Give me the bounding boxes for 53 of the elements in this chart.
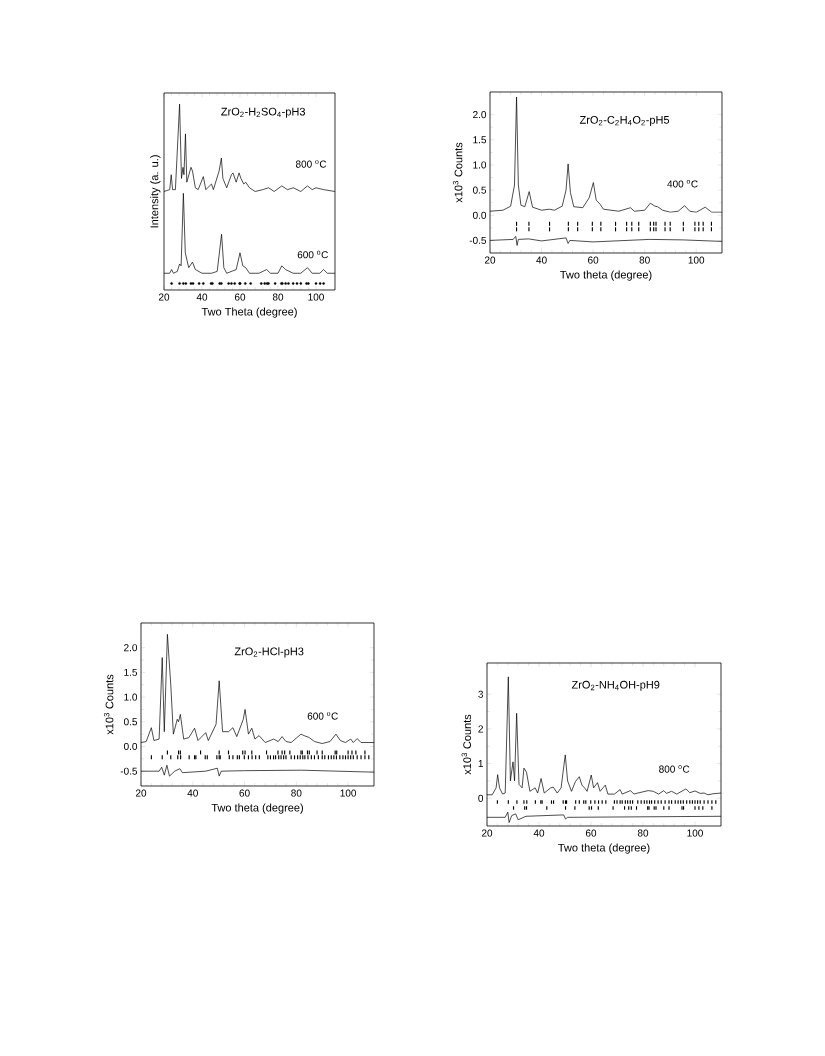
annotation: 600 $^{o}$C — [297, 250, 328, 259]
chart-title: ZrO$_{2}$-H$_{2}$SO$_{4}$-pH3 — [221, 107, 305, 118]
x-tick-label: 100 — [688, 256, 705, 264]
x-tick-label: 60 — [588, 256, 599, 264]
y-tick-label: 1.0 — [124, 693, 138, 701]
x-tick-label: 60 — [234, 293, 246, 301]
x-tick-label: 80 — [272, 293, 284, 301]
y-tick-label: 1.0 — [473, 161, 487, 169]
x-tick-label: 40 — [187, 789, 198, 797]
x-tick-label: 80 — [291, 789, 302, 797]
x-tick-label: 60 — [585, 829, 597, 837]
y-tick-label: 0.0 — [472, 211, 487, 219]
annotation: 800 $^{o}$C — [659, 765, 690, 773]
y-tick-label: 1.5 — [473, 136, 487, 144]
annotation: 400 $^{o}$C — [667, 180, 698, 188]
y-tick-label: 2 — [478, 725, 483, 733]
x-tick-label: 60 — [239, 789, 250, 797]
y-tick-label: -0.5 — [120, 767, 138, 775]
x-axis-title: Two theta (degree) — [560, 270, 652, 281]
x-axis-title: Two Theta (degree) — [201, 307, 297, 318]
x-tick-label: 100 — [340, 789, 357, 797]
y-tick-label: 1.5 — [124, 668, 138, 676]
x-axis-title: Two theta (degree) — [211, 803, 303, 814]
x-tick-label: 40 — [196, 293, 208, 301]
y-tick-label: -0.5 — [469, 236, 487, 244]
x-tick-label: 20 — [484, 256, 496, 264]
y-tick-label: 0.5 — [472, 186, 487, 194]
x-tick-label: 100 — [308, 293, 324, 301]
x-tick-label: 20 — [135, 789, 147, 797]
x-tick-label: 40 — [533, 829, 545, 837]
x-tick-label: 80 — [639, 256, 650, 264]
annotation: 800 $^{o}$C — [295, 160, 327, 168]
y-tick-label: 0.0 — [123, 742, 138, 751]
x-tick-label: 80 — [637, 829, 649, 837]
annotation: 600 $^{o}$C — [307, 712, 338, 720]
y-tick-label: 3 — [478, 690, 484, 698]
y-axis-title: x10$^{3}$ Counts — [452, 142, 463, 203]
text: ZrO$_{2}$-HCl-pH3 — [234, 647, 304, 658]
y-axis-title: x10$^{3}$ Counts — [103, 674, 114, 735]
y-tick-label: 2.0 — [473, 111, 487, 119]
y-tick-label: 0 — [478, 794, 484, 802]
x-axis-title: Two theta (degree) — [558, 843, 650, 854]
chart-title: ZrO$_{2}$-C$_{2}$H$_{4}$O$_{2}$-pH5 — [579, 116, 670, 126]
x-tick-label: 100 — [687, 829, 703, 837]
y-tick-label: 1 — [478, 760, 483, 768]
y-tick-label: 0.5 — [123, 718, 138, 726]
y-tick-label: 2.0 — [124, 644, 138, 652]
x-tick-label: 20 — [481, 829, 493, 837]
y-axis-title: Intensity (a. u.) — [150, 155, 161, 228]
text: ZrO$_{2}$-NH$_{4}$OH-pH9 — [571, 680, 660, 691]
y-axis-title: x10$^{3}$ Counts — [461, 714, 472, 775]
x-tick-label: 20 — [158, 293, 170, 301]
x-tick-label: 40 — [536, 256, 547, 264]
